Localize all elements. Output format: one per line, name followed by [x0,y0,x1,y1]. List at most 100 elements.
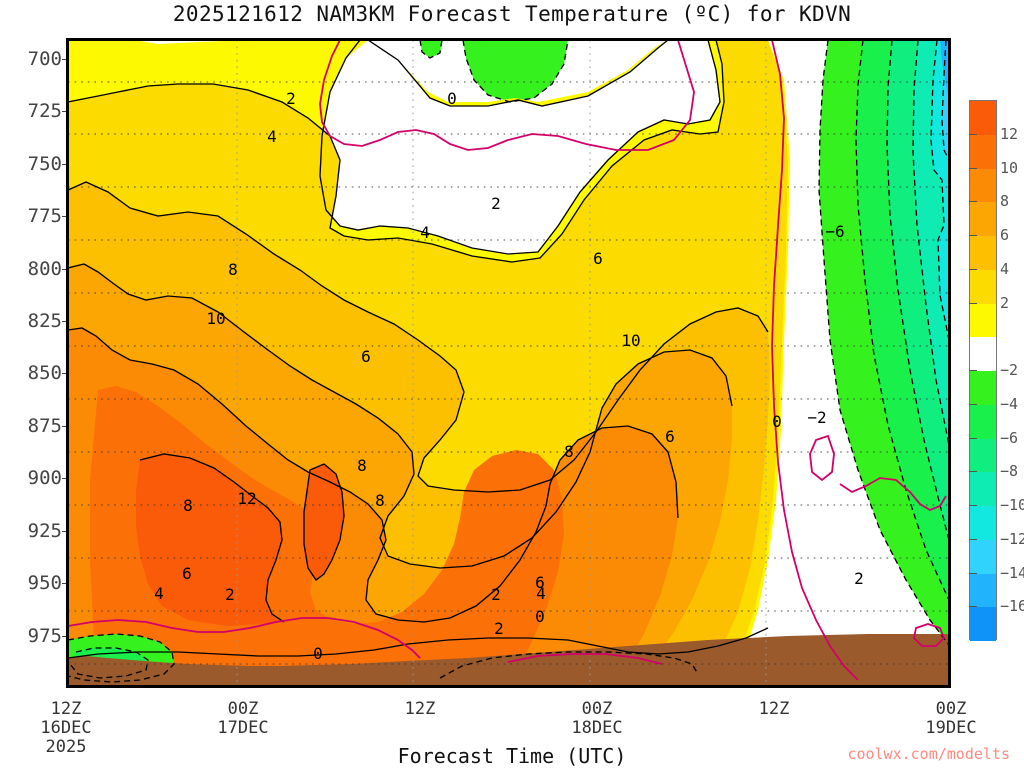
y-axis-tick [62,111,68,113]
colorbar-tick-label: −10 [1000,496,1024,514]
x-tick-hour: 00Z [935,699,967,719]
colorbar-tick [969,370,977,371]
x-tick-hour: 12Z [404,699,436,719]
x-tick-date: 18DEC [571,718,623,739]
y-axis-tick-label: 925 [27,519,62,542]
y-axis-tick-label: 775 [27,205,62,228]
y-axis-tick-label: 950 [27,572,62,595]
x-tick-hour: 12Z [50,699,82,719]
colorbar-tick [969,505,977,506]
colorbar-band [970,472,996,506]
contour-label: 0 [447,89,457,108]
contour-label: 4 [154,584,164,603]
contour-label: −6 [825,222,844,241]
colorbar-band [970,303,996,338]
colorbar-tick [969,606,977,608]
y-axis-tick [62,216,68,218]
contour-label: 2 [491,194,501,213]
y-axis-tick [62,478,68,480]
colorbar-tick [969,268,977,270]
contour-label: 12 [237,489,256,508]
contour-label: 4 [267,127,277,146]
colorbar-tick [969,201,977,203]
x-axis-tick-group: 12Z [404,699,436,719]
watermark: coolwx.com/modelts [847,745,1010,763]
contour-label: 2 [286,89,296,108]
y-axis-tick-label: 725 [27,100,62,123]
y-axis-tick-label: 800 [27,257,62,280]
y-axis-tick [62,583,68,585]
colorbar-tick-label: −4 [1000,394,1019,413]
colorbar-tick-label: 2 [1000,293,1010,312]
y-axis-tick [62,321,68,323]
y-axis-tick [62,530,68,532]
colorbar-band [970,371,996,405]
colorbar-tick [969,235,977,236]
colorbar-band [970,438,996,473]
contour-label: 8 [357,456,367,475]
page-title: 2025121612 NAM3KM Forecast Temperature (… [172,2,852,26]
colorbar-band [970,506,996,540]
contour-label: 8 [375,491,385,510]
colorbar-band [970,236,996,270]
colorbar-tick-label: −16 [1000,597,1024,616]
colorbar-tick-label: 12 [1000,124,1019,143]
x-axis-tick-group: 00Z 19DEC [925,699,977,739]
contour-label: 2 [225,585,235,604]
y-axis: 700 725 750 775 800 825 850 875 900 925 950 975 [0,38,68,688]
y-axis-tick-label: 975 [27,624,62,647]
colorbar-tick-label: 8 [1000,192,1010,211]
colorbar-tick-label: 10 [1000,158,1019,177]
y-axis-tick-label: 850 [27,362,62,385]
contour-label: 8 [564,442,574,461]
colorbar-band [970,337,996,371]
x-tick-year: 2025 [45,737,87,758]
x-tick-hour: 12Z [758,699,790,719]
contour-label: 8 [228,260,238,279]
y-axis-tick [62,373,68,375]
colorbar-band [970,573,996,608]
colorbar-band [970,607,996,641]
x-tick-hour: 00Z [227,699,259,719]
colorbar-tick-label: −12 [1000,529,1024,548]
y-axis-tick [62,635,68,637]
contour-label-group: 220044224466881010661010−6−688886600−2−2… [154,89,864,663]
colorbar-tick [969,302,977,304]
colorbar-band [970,101,996,135]
colorbar-tick [969,133,977,135]
contour-label: 6 [182,564,192,583]
x-axis-tick-group: 12Z [758,699,790,719]
contour-label: 4 [536,584,546,603]
contour-label: 0 [313,644,323,663]
colorbar-band [970,168,996,203]
x-axis-title: Forecast Time (UTC) [397,744,627,768]
contour-label: −2 [807,408,826,427]
contour-label: 2 [854,569,864,588]
colorbar-band [970,202,996,236]
colorbar-tick-label: 6 [1000,226,1010,244]
y-axis-tick-label: 700 [27,47,62,70]
colorbar-band [970,404,996,439]
contour-label: 2 [494,619,504,638]
x-tick-hour: 00Z [581,699,613,719]
colorbar-tick [969,538,977,540]
contour-label: 10 [206,309,225,328]
x-tick-date: 19DEC [925,718,977,739]
x-axis-tick-group: 00Z 18DEC [571,699,623,739]
contour-label: 6 [361,347,371,366]
colorbar-tick-label: −6 [1000,428,1019,447]
colorbar-tick-label: 4 [1000,259,1010,278]
contour-label: 2 [491,585,501,604]
y-axis-tick-label: 900 [27,467,62,490]
x-tick-date: 16DEC [40,718,92,739]
contour-label: 6 [535,573,545,592]
colorbar-band [970,269,996,304]
y-axis-tick [62,268,68,270]
colorbar-band [970,539,996,574]
contour-label: 10 [621,331,640,350]
contour-label: 6 [665,427,675,446]
contour-label: 0 [772,412,782,431]
colorbar-tick-label: −8 [1000,462,1019,481]
y-axis-tick-label: 750 [27,152,62,175]
colorbar [969,100,997,641]
